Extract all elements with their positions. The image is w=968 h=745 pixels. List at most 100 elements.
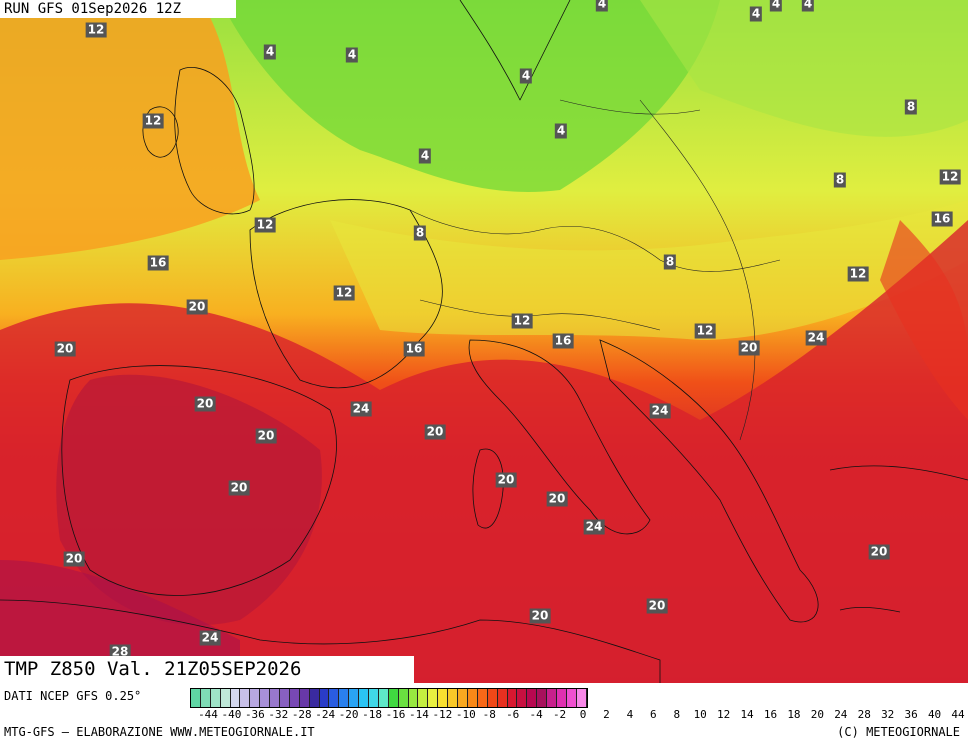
scale-tick: 14: [740, 708, 754, 721]
credit: MTG-GFS – ELABORAZIONE WWW.METEOGIORNALE…: [4, 725, 315, 739]
contour-label: 20: [646, 598, 668, 614]
contour-label: 4: [519, 68, 533, 84]
scale-swatch: [280, 689, 290, 707]
contour-label: 24: [649, 403, 671, 419]
scale-tick: -4: [529, 708, 543, 721]
contour-label: 4: [801, 0, 815, 12]
contour-label: 24: [199, 630, 221, 646]
scale-swatch: [270, 689, 281, 707]
temperature-bands: [0, 0, 968, 683]
scale-swatch: [378, 689, 389, 707]
contour-label: 20: [424, 424, 446, 440]
scale-swatch: [418, 689, 429, 707]
coast-scandinavia: [459, 0, 571, 101]
run-title: RUN GFS 01Sep2026 12Z: [0, 0, 236, 18]
scale-tick: 18: [787, 708, 801, 721]
scale-tick: 32: [881, 708, 895, 721]
scale-swatch: [448, 689, 459, 707]
color-scale: [190, 688, 588, 708]
scale-tick: 28: [857, 708, 871, 721]
scale-swatch: [547, 689, 557, 707]
band-central-yellow: [330, 200, 968, 340]
contour-label: 4: [595, 0, 609, 12]
coast-sardinia: [472, 448, 504, 529]
scale-tick: -8: [482, 708, 496, 721]
contour-label: 12: [85, 22, 107, 38]
coast-africa: [0, 599, 661, 683]
scale-swatch: [329, 689, 340, 707]
scale-swatch: [438, 689, 449, 707]
coast-crete: [839, 606, 901, 613]
scale-swatch: [527, 689, 538, 707]
contour-label: 4: [554, 123, 568, 139]
contour-label: 24: [805, 330, 827, 346]
contour-label: 12: [847, 266, 869, 282]
coast-britain: [174, 67, 255, 215]
contour-label: 12: [694, 323, 716, 339]
scale-swatch: [497, 689, 508, 707]
scale-swatch: [576, 689, 587, 707]
scale-swatch: [191, 689, 201, 707]
scale-tick: -20: [338, 708, 359, 721]
band-africa-dark: [0, 560, 240, 683]
scale-swatch: [359, 689, 370, 707]
coast-balkans: [599, 339, 819, 623]
scale-swatch: [349, 689, 360, 707]
contour-label: 16: [552, 333, 574, 349]
scale-swatch: [240, 689, 251, 707]
contour-label: 16: [403, 341, 425, 357]
band-east-hot: [880, 220, 968, 420]
contour-label: 24: [583, 519, 605, 535]
scale-swatch: [467, 689, 478, 707]
scale-swatch: [408, 689, 419, 707]
scale-swatch: [556, 689, 567, 707]
band-northeast-green: [640, 0, 968, 137]
contour-label: 20: [63, 551, 85, 567]
band-iberia-dark: [56, 374, 322, 626]
contour-label: 24: [350, 401, 372, 417]
color-scale-ticks: -44 -40 -36 -32 -28 -24 -20 -18 -16 -14 -12 -10 -8 -6…: [180, 708, 968, 722]
scale-swatch: [260, 689, 271, 707]
map-title: TMP Z850 Val. 21Z05SEP2026: [0, 656, 414, 683]
contour-label: 20: [868, 544, 890, 560]
scale-tick: -2: [552, 708, 567, 721]
scale-tick: -10: [455, 708, 476, 721]
coast-italy: [468, 339, 651, 535]
scale-tick: 20: [810, 708, 824, 721]
contour-label: 8: [904, 99, 918, 115]
temperature-map: 12 4 4 4 4 4 4 4 4 12 4 8 8 12 12 8 16 8 12 16 12 20 12 16 12 16 2…: [0, 0, 968, 683]
scale-swatch: [210, 689, 221, 707]
scale-tick: 40: [927, 708, 942, 721]
contour-label: 4: [749, 6, 763, 22]
contour-label: 20: [194, 396, 216, 412]
contour-label: 4: [345, 47, 359, 63]
scale-swatch: [477, 689, 488, 707]
border-alps: [419, 299, 661, 331]
coast-turkey: [829, 465, 968, 481]
scale-swatch: [299, 689, 310, 707]
scale-swatch: [309, 689, 320, 707]
contour-label: 28: [109, 644, 131, 660]
border-poland: [559, 99, 701, 115]
contour-label: 12: [511, 313, 533, 329]
scale-swatch: [369, 689, 379, 707]
contour-label: 16: [931, 211, 953, 227]
contour-label: 20: [738, 340, 760, 356]
scale-tick: 44: [951, 708, 965, 721]
coastlines: [0, 0, 968, 683]
band-north-green: [220, 0, 720, 192]
scale-swatch: [388, 689, 399, 707]
contour-label: 12: [333, 285, 355, 301]
scale-swatch: [230, 689, 241, 707]
scale-swatch: [220, 689, 231, 707]
scale-swatch: [289, 689, 300, 707]
band-west-orange: [0, 0, 260, 260]
scale-swatch: [200, 689, 211, 707]
scale-tick: -16: [385, 708, 406, 721]
scale-tick: 6: [650, 708, 657, 721]
contour-label: 4: [418, 148, 432, 164]
contour-label: 20: [495, 472, 517, 488]
scale-swatch: [458, 689, 468, 707]
scale-tick: 24: [834, 708, 848, 721]
scale-tick: -44: [198, 708, 218, 721]
